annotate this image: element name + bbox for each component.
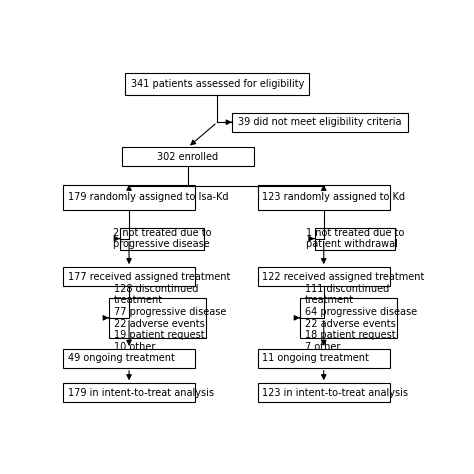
Bar [63,383,195,402]
Bar [232,113,408,132]
Text: 128 discontinued
treatment
77 progressive disease
22 adverse events
19 patient r: 128 discontinued treatment 77 progressiv… [114,284,226,352]
Text: 39 did not meet eligibility criteria: 39 did not meet eligibility criteria [238,117,402,127]
Bar [120,228,204,250]
Text: 49 ongoing treatment: 49 ongoing treatment [68,353,174,364]
Text: 179 randomly assigned to Isa-Kd: 179 randomly assigned to Isa-Kd [68,192,228,202]
Bar [63,185,195,210]
Bar [63,267,195,286]
Text: 11 ongoing treatment: 11 ongoing treatment [263,353,369,364]
Bar [315,228,395,250]
Text: 177 received assigned treatment: 177 received assigned treatment [68,272,230,282]
Bar [258,383,390,402]
Bar [109,298,206,338]
Text: 179 in intent-to-treat analysis: 179 in intent-to-treat analysis [68,388,214,398]
Text: 122 received assigned treatment: 122 received assigned treatment [263,272,425,282]
Text: 341 patients assessed for eligibility: 341 patients assessed for eligibility [130,79,304,89]
Bar [258,349,390,368]
Text: 123 randomly assigned to Kd: 123 randomly assigned to Kd [263,192,405,202]
Text: 111 discontinued
treatment
64 progressive disease
22 adverse events
18 patient r: 111 discontinued treatment 64 progressiv… [305,284,417,352]
Bar [258,267,390,286]
Text: 302 enrolled: 302 enrolled [157,152,219,162]
Bar [258,185,390,210]
Text: 1 not treated due to
patient withdrawal: 1 not treated due to patient withdrawal [306,228,404,249]
Bar [122,147,254,166]
Bar [125,73,309,95]
Text: 123 in intent-to-treat analysis: 123 in intent-to-treat analysis [263,388,409,398]
Text: 2 not treated due to
progressive disease: 2 not treated due to progressive disease [113,228,211,249]
Bar [63,349,195,368]
Bar [300,298,397,338]
